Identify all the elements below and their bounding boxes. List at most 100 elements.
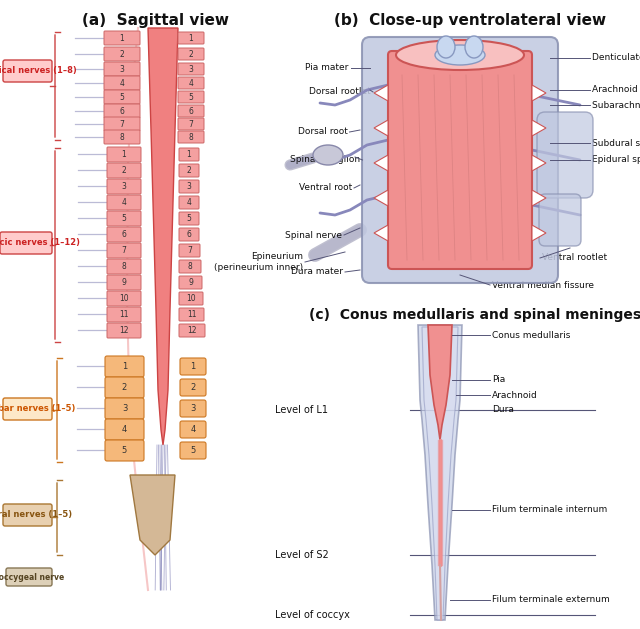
Text: 2: 2	[122, 383, 127, 392]
Text: Subdural space: Subdural space	[592, 138, 640, 147]
FancyBboxPatch shape	[179, 324, 205, 337]
Text: 1: 1	[120, 34, 124, 43]
Text: Ventral root: Ventral root	[299, 184, 352, 192]
FancyBboxPatch shape	[107, 275, 141, 290]
Text: 11: 11	[119, 310, 129, 319]
Text: 10: 10	[186, 294, 196, 303]
FancyBboxPatch shape	[105, 356, 144, 377]
FancyBboxPatch shape	[104, 31, 140, 45]
Text: 5: 5	[189, 93, 193, 102]
Text: 2: 2	[190, 383, 196, 392]
Text: 1: 1	[189, 34, 193, 43]
FancyBboxPatch shape	[104, 130, 140, 144]
Text: 3: 3	[122, 404, 127, 413]
FancyBboxPatch shape	[107, 243, 141, 258]
FancyBboxPatch shape	[0, 232, 52, 254]
Polygon shape	[148, 28, 178, 445]
Text: 3: 3	[120, 65, 124, 74]
Text: 6: 6	[189, 107, 193, 116]
FancyBboxPatch shape	[107, 147, 141, 162]
Text: Conus medullaris: Conus medullaris	[492, 330, 570, 340]
Text: 4: 4	[190, 425, 196, 434]
Text: 7: 7	[189, 120, 193, 129]
Text: 3: 3	[122, 182, 127, 191]
FancyBboxPatch shape	[180, 442, 206, 459]
Text: 9: 9	[188, 278, 193, 287]
Text: (a)  Sagittal view: (a) Sagittal view	[81, 13, 228, 28]
Text: 3: 3	[190, 404, 196, 413]
FancyBboxPatch shape	[178, 48, 204, 60]
Polygon shape	[130, 475, 175, 555]
FancyBboxPatch shape	[107, 307, 141, 322]
Ellipse shape	[465, 36, 483, 58]
FancyBboxPatch shape	[179, 260, 201, 273]
Text: 2: 2	[187, 166, 191, 175]
FancyBboxPatch shape	[179, 196, 199, 209]
FancyBboxPatch shape	[179, 292, 203, 305]
Text: Sacral nerves (1–5): Sacral nerves (1–5)	[0, 511, 72, 520]
FancyBboxPatch shape	[107, 195, 141, 210]
Text: 1: 1	[122, 150, 126, 159]
Text: Arachnoid: Arachnoid	[492, 391, 538, 399]
Text: Spinal nerve: Spinal nerve	[285, 230, 342, 240]
FancyBboxPatch shape	[107, 291, 141, 306]
FancyBboxPatch shape	[3, 504, 52, 526]
Text: 4: 4	[187, 198, 191, 207]
FancyBboxPatch shape	[104, 47, 140, 61]
FancyBboxPatch shape	[180, 358, 206, 375]
Polygon shape	[374, 190, 388, 206]
Text: 3: 3	[189, 65, 193, 74]
Text: 1: 1	[122, 362, 127, 371]
FancyBboxPatch shape	[105, 440, 144, 461]
FancyBboxPatch shape	[178, 131, 204, 143]
Text: Level of coccyx: Level of coccyx	[275, 610, 350, 620]
FancyBboxPatch shape	[107, 179, 141, 194]
FancyBboxPatch shape	[3, 398, 52, 420]
FancyBboxPatch shape	[179, 180, 199, 193]
Text: 4: 4	[122, 425, 127, 434]
FancyBboxPatch shape	[107, 163, 141, 178]
FancyBboxPatch shape	[178, 32, 204, 44]
Text: 5: 5	[122, 214, 127, 223]
Text: 7: 7	[120, 120, 124, 129]
FancyBboxPatch shape	[104, 62, 140, 76]
FancyBboxPatch shape	[178, 77, 204, 89]
FancyBboxPatch shape	[180, 379, 206, 396]
FancyBboxPatch shape	[178, 91, 204, 103]
FancyBboxPatch shape	[104, 90, 140, 104]
Text: 6: 6	[122, 230, 127, 239]
Text: 6: 6	[120, 107, 124, 116]
FancyBboxPatch shape	[178, 105, 204, 117]
Text: 5: 5	[120, 93, 124, 102]
Polygon shape	[374, 225, 388, 241]
Text: 5: 5	[122, 446, 127, 455]
Text: Epineurium
(perineurium inner): Epineurium (perineurium inner)	[214, 252, 303, 272]
FancyBboxPatch shape	[179, 212, 199, 225]
FancyBboxPatch shape	[179, 164, 199, 177]
FancyBboxPatch shape	[104, 104, 140, 118]
Text: Level of S2: Level of S2	[275, 550, 329, 560]
Text: Subarachnoid space: Subarachnoid space	[592, 101, 640, 109]
Ellipse shape	[437, 36, 455, 58]
Polygon shape	[374, 85, 388, 101]
Text: 8: 8	[120, 133, 124, 142]
Text: 7: 7	[187, 246, 192, 255]
FancyBboxPatch shape	[362, 37, 558, 283]
FancyBboxPatch shape	[107, 323, 141, 338]
Text: 11: 11	[187, 310, 196, 319]
Text: Epidural space: Epidural space	[592, 155, 640, 165]
FancyBboxPatch shape	[179, 308, 204, 321]
FancyBboxPatch shape	[537, 112, 593, 198]
FancyBboxPatch shape	[539, 194, 581, 246]
Text: Spinal ganglion: Spinal ganglion	[291, 155, 360, 165]
Text: Dura mater: Dura mater	[291, 267, 343, 277]
Text: Coccygeal nerve: Coccygeal nerve	[0, 572, 65, 581]
Polygon shape	[418, 325, 462, 620]
Polygon shape	[428, 325, 452, 440]
Text: 1: 1	[187, 150, 191, 159]
Text: 8: 8	[122, 262, 126, 271]
Text: 6: 6	[187, 230, 191, 239]
Text: Cervical nerves (1–8): Cervical nerves (1–8)	[0, 67, 77, 75]
Text: 7: 7	[122, 246, 127, 255]
Text: 5: 5	[190, 446, 196, 455]
